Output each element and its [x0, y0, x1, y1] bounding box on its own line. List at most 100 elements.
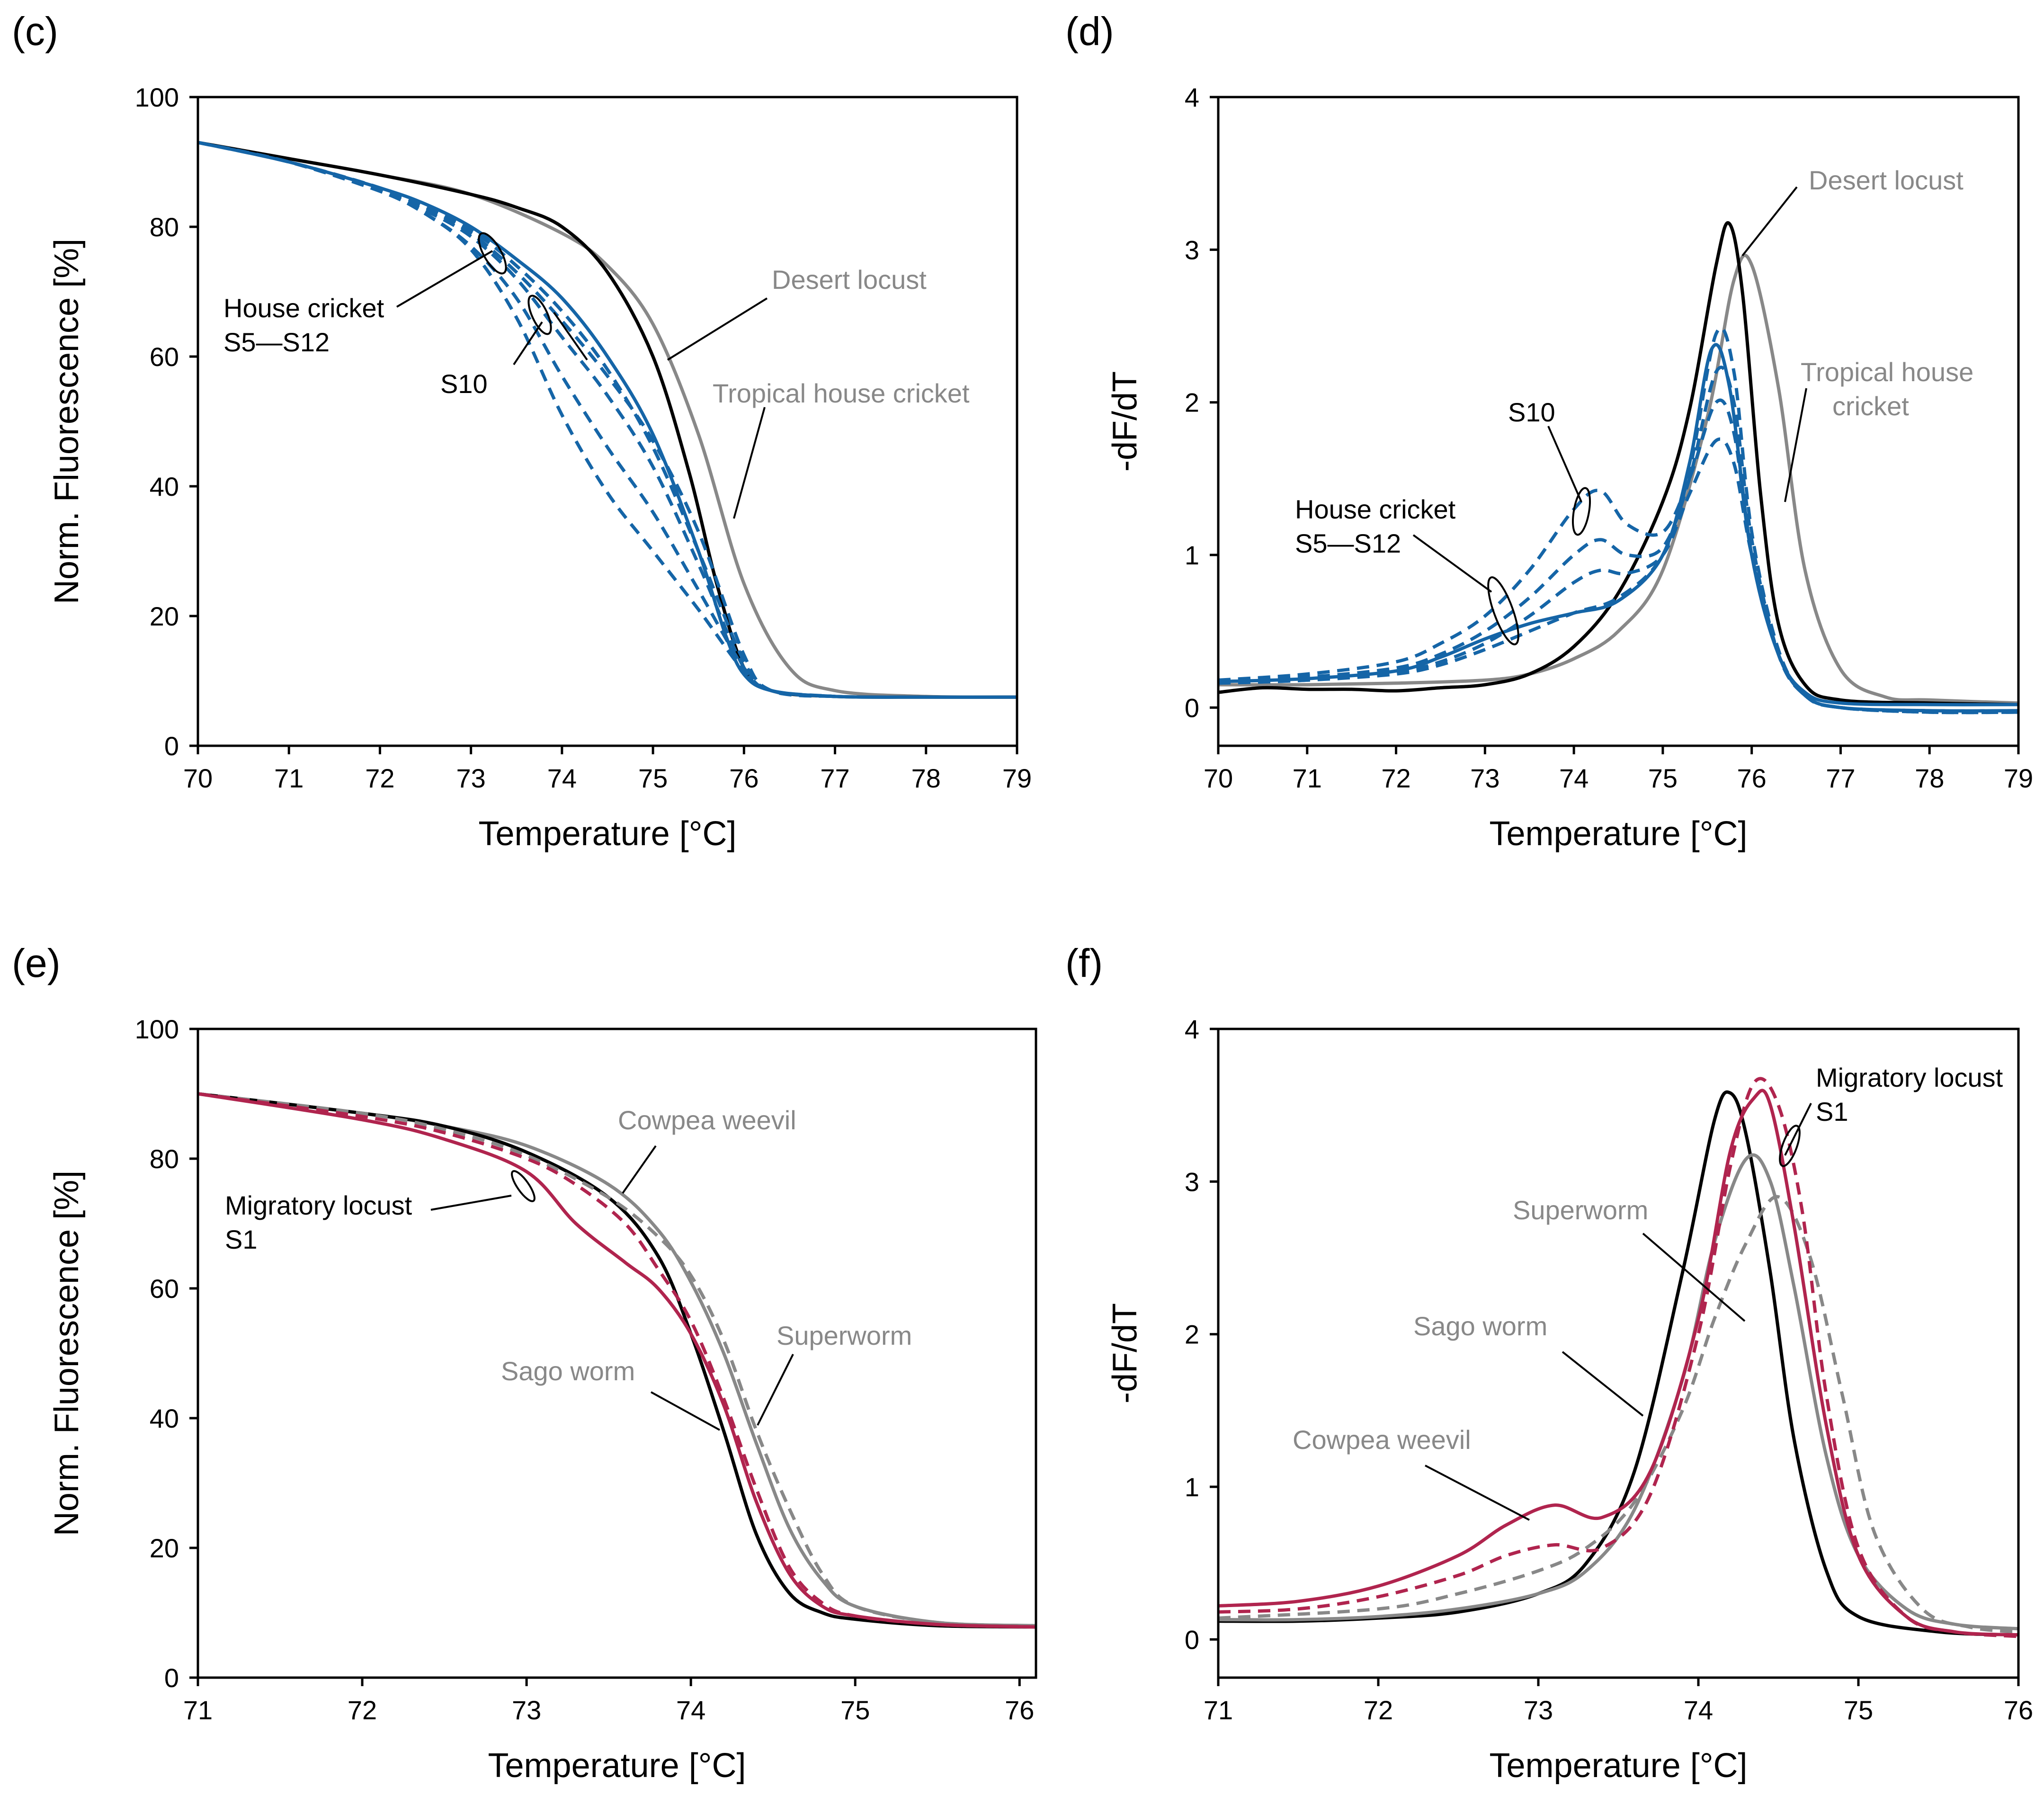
annotation-leader: [667, 297, 768, 361]
series-line-tropical-house-cricket: [198, 141, 1017, 699]
series-group: [198, 1092, 1036, 1629]
x-axis-title: Temperature [°C]: [1490, 1747, 1748, 1785]
annotation-leader: [1784, 1103, 1812, 1156]
series-line-s10: [198, 141, 835, 698]
x-tick-label: 73: [1524, 1695, 1553, 1725]
series-line-s10: [198, 141, 835, 698]
annotation-leader: [733, 407, 766, 519]
y-tick-label: 100: [135, 1014, 179, 1044]
series-line-cowpea-weevil: [1218, 1153, 2018, 1631]
y-tick-label: 3: [1185, 235, 1199, 265]
series-line-s10: [198, 141, 835, 698]
y-tick-label: 1: [1185, 1472, 1199, 1502]
y-tick-label: 60: [150, 1274, 179, 1304]
annotation-label: S5—S12: [1295, 528, 1401, 558]
group-ellipse: [1779, 1125, 1801, 1167]
annotation-label: House cricket: [1295, 494, 1456, 524]
x-tick-label: 75: [1648, 763, 1678, 793]
x-tick-label: 73: [1470, 763, 1500, 793]
annotation-label: S5—S12: [223, 327, 330, 357]
annotation-label: Sago worm: [501, 1356, 635, 1386]
annotation-label: House cricket: [223, 293, 384, 323]
x-tick-label: 71: [1293, 763, 1322, 793]
x-tick-label: 72: [1381, 763, 1410, 793]
x-tick-label: 77: [820, 763, 849, 793]
annotation-leader: [1412, 534, 1492, 593]
y-tick-label: 80: [150, 212, 179, 242]
y-tick-label: 2: [1185, 388, 1199, 418]
plot-frame: [1217, 1028, 2020, 1679]
annotation-label: cricket: [1832, 391, 1909, 421]
x-tick-label: 74: [1559, 763, 1589, 793]
x-tick-label: 74: [1684, 1695, 1713, 1725]
series-line-s10: [1218, 366, 2018, 715]
x-tick-label: 72: [365, 763, 394, 793]
x-tick-label: 74: [547, 763, 577, 793]
x-tick-label: 75: [638, 763, 668, 793]
annotation-label: Superworm: [777, 1321, 912, 1350]
series-line-migratory-locust-s1: [1218, 1089, 2018, 1637]
panel-label: (e): [12, 941, 61, 985]
y-tick-label: 4: [1185, 82, 1199, 112]
x-tick-label: 76: [729, 763, 759, 793]
series-line-s10: [1218, 326, 2018, 713]
y-tick-label: 60: [150, 342, 179, 372]
annotation-leader: [1547, 426, 1582, 502]
annotation-leader: [622, 1145, 657, 1194]
x-tick-label: 72: [348, 1695, 377, 1725]
x-axis-title: Temperature [°C]: [1490, 815, 1748, 853]
annotation-label: Tropical house: [1801, 357, 1973, 387]
panel-label: (d): [1065, 9, 1114, 54]
y-tick-label: 0: [164, 731, 179, 761]
annotation-label: Desert locust: [772, 265, 927, 295]
series-line-desert-locust: [198, 141, 1017, 699]
series-line-migratory-locust-s1: [1218, 1077, 2018, 1638]
x-tick-label: 74: [676, 1695, 705, 1725]
annotation-label: S10: [440, 369, 488, 399]
plot-frame: [1217, 96, 2020, 747]
panel-f: (f) 71 72 73 74 75 76 0 1 2 3 4 Temperature [°C] -dF/…: [1065, 941, 2033, 1785]
panel-label: (f): [1065, 941, 1103, 985]
series-line-house-cricket-s5-s12: [198, 141, 1017, 699]
x-tick-label: 79: [1002, 763, 1032, 793]
annotation-leader: [757, 1354, 794, 1426]
y-axis-title: -dF/dT: [1106, 371, 1144, 472]
y-tick-label: 20: [150, 1533, 179, 1563]
series-line-house-cricket-s5-s12: [1218, 343, 2018, 706]
y-tick-label: 40: [150, 472, 179, 501]
series-line-migratory-locust-s1: [198, 1092, 1036, 1629]
y-tick-label: 0: [164, 1663, 179, 1693]
y-tick-label: 0: [1185, 693, 1199, 723]
x-axis-title: Temperature [°C]: [488, 1747, 746, 1785]
annotation-leader: [553, 312, 588, 361]
series-group: [198, 141, 1017, 699]
x-tick-label: 70: [1204, 763, 1233, 793]
annotation-leader: [396, 250, 493, 308]
y-axis-title: -dF/dT: [1106, 1303, 1144, 1403]
annotation-leader: [430, 1195, 512, 1211]
annotation-leader: [1562, 1351, 1644, 1417]
annotation-leader: [513, 321, 543, 366]
annotation-label: Superworm: [1513, 1195, 1648, 1225]
x-tick-label: 79: [2004, 763, 2033, 793]
y-tick-label: 40: [150, 1403, 179, 1433]
series-line-superworm: [198, 1092, 1036, 1627]
x-tick-label: 78: [1915, 763, 1944, 793]
x-tick-label: 70: [183, 763, 213, 793]
annotation-leader: [1642, 1233, 1746, 1322]
annotation-leader: [1741, 186, 1798, 257]
series-line-s10: [1218, 398, 2018, 715]
group-ellipse: [478, 232, 507, 275]
y-tick-label: 2: [1185, 1320, 1199, 1349]
x-tick-label: 72: [1364, 1695, 1393, 1725]
series-group: [1218, 221, 2018, 715]
annotation-label: Tropical house cricket: [713, 378, 970, 408]
y-axis-title: Norm. Fluorescence [%]: [48, 239, 86, 604]
annotation-label: Desert locust: [1809, 165, 1964, 195]
series-line-superworm: [1218, 1195, 2018, 1634]
group-ellipse: [527, 295, 552, 335]
panel-label: (c): [12, 9, 58, 54]
annotation-label: Sago worm: [1413, 1311, 1547, 1341]
annotation-leader: [1425, 1465, 1530, 1521]
x-tick-label: 78: [911, 763, 941, 793]
